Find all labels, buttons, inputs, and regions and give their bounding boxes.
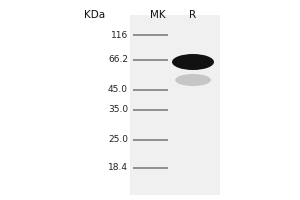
Bar [130, 15, 220, 195]
Text: 116: 116 [111, 30, 128, 40]
Ellipse shape [172, 54, 214, 70]
Text: MK: MK [150, 10, 166, 20]
Text: 18.4: 18.4 [108, 164, 128, 172]
Text: 25.0: 25.0 [108, 136, 128, 144]
Text: 45.0: 45.0 [108, 86, 128, 95]
Text: 35.0: 35.0 [108, 106, 128, 114]
Text: KDa: KDa [84, 10, 106, 20]
Ellipse shape [175, 74, 211, 86]
Text: 66.2: 66.2 [108, 55, 128, 64]
Text: R: R [189, 10, 197, 20]
